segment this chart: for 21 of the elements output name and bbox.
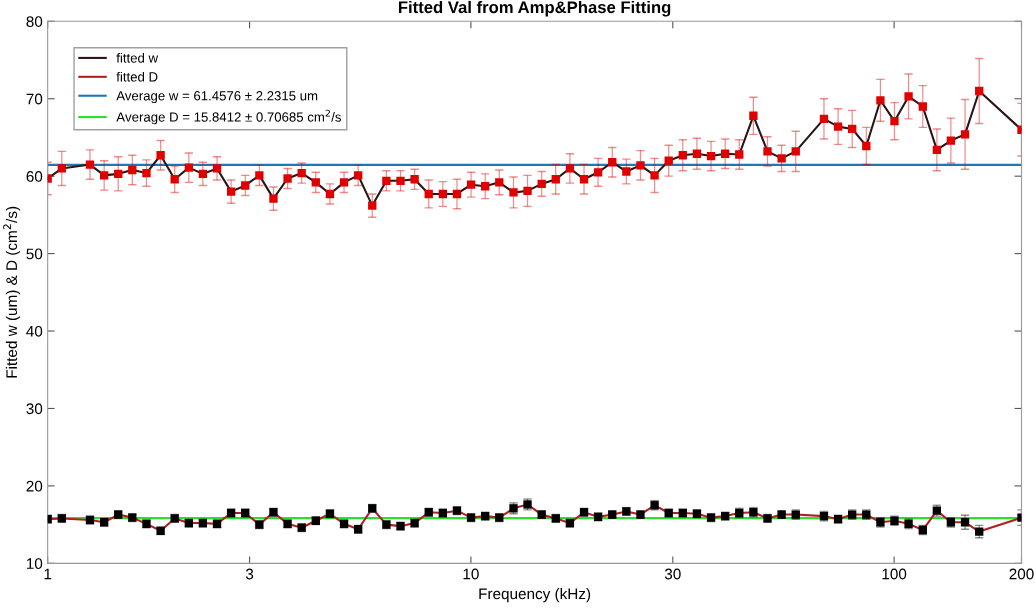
y-tick-label: 80 — [26, 16, 43, 27]
legend-label: fitted w — [116, 52, 159, 63]
y-tick-label: 50 — [26, 248, 43, 260]
x-tick-label: 100 — [882, 568, 907, 580]
y-tick-label: 30 — [26, 403, 43, 415]
y-tick-label: 40 — [26, 325, 43, 337]
x-tick-label: 30 — [664, 568, 681, 580]
x-tick-label: 200 — [1009, 568, 1034, 580]
legend-label: Average w = 61.4576 ± 2.2315 um — [116, 91, 318, 104]
x-tick-label: 10 — [463, 568, 479, 580]
legend-label: fitted D — [116, 71, 158, 82]
legend-label: Average D = 15.8412 ± 0.70685 cm$^{2}$/s — [116, 109, 342, 125]
chart-title: Fitted Val from Amp&Phase Fitting — [398, 0, 671, 17]
y-tick-label: 70 — [26, 93, 43, 105]
y-tick-label: 10 — [26, 558, 43, 570]
x-tick-label: 3 — [245, 568, 254, 580]
x-axis-title: Frequency (kHz) — [479, 587, 591, 603]
y-tick-label: 60 — [26, 171, 43, 182]
x-tick-label: 1 — [44, 568, 52, 580]
y-axis-title: Fitted w (um) & D (cm$^{2}$/s) — [3, 206, 21, 378]
y-tick-label: 20 — [26, 480, 43, 492]
